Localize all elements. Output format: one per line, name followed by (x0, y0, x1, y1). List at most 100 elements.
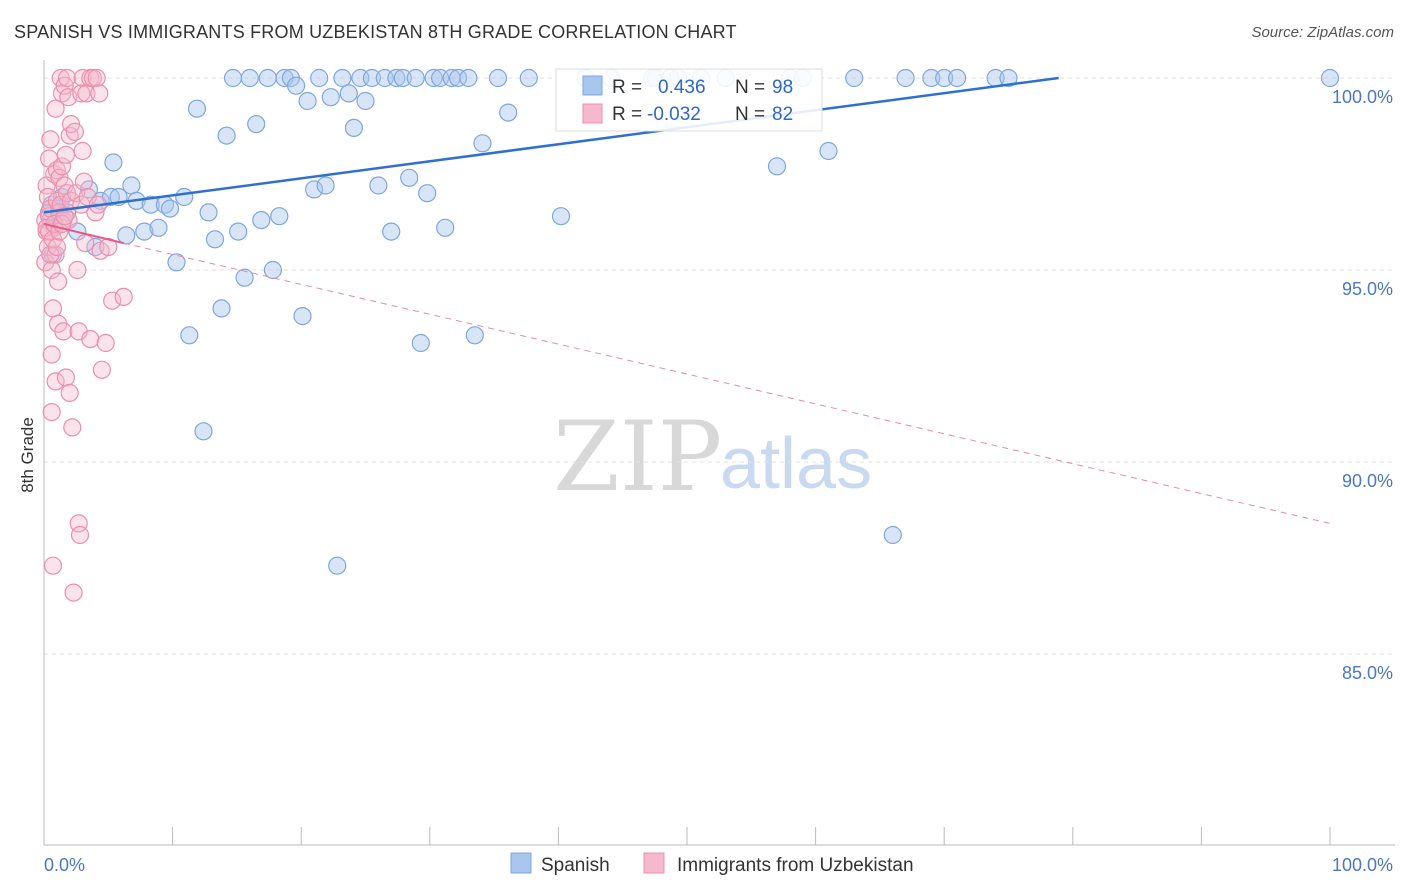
legend-swatch-spanish (510, 852, 532, 874)
spanish-point-75 (519, 68, 538, 88)
stats-legend: R = 0.436 N = 98 R = -0.032 N = 82 (555, 68, 823, 132)
spanish-point-91 (896, 68, 915, 88)
uzbekistan-point-45 (64, 583, 83, 602)
uzbekistan-point-44 (63, 418, 82, 437)
stats-r-label-spanish: R = (612, 77, 642, 98)
uzbekistan-point-52 (72, 84, 91, 103)
uzbekistan-point-81 (55, 207, 74, 226)
uzbekistan-point-78 (47, 237, 67, 257)
spanish-point-43 (293, 307, 312, 326)
stats-r-label-uzbekistan: R = (612, 104, 642, 125)
series-legend: Spanish Immigrants from Uzbekistan (510, 852, 914, 876)
uzbekistan-point-68 (92, 360, 112, 379)
spanish-point-42 (287, 76, 306, 95)
spanish-point-35 (247, 114, 266, 134)
y-tick-label-3: 85.0% (1342, 663, 1393, 683)
spanish-point-12 (104, 153, 123, 172)
spanish-point-22 (167, 253, 186, 272)
spanish-point-38 (263, 260, 282, 280)
spanish-point-26 (194, 422, 213, 441)
uzbekistan-point-46 (65, 122, 85, 141)
spanish-point-44 (298, 91, 317, 111)
spanish-point-27 (199, 203, 218, 222)
stats-n-value-uzbekistan: 82 (772, 104, 793, 125)
y-tick-label-2: 90.0% (1342, 471, 1393, 491)
watermark: ZIP atlas (553, 401, 872, 513)
spanish-point-61 (400, 168, 419, 187)
spanish-point-28 (205, 230, 225, 249)
stats-n-value-spanish: 98 (772, 77, 793, 98)
uzbekistan-point-18 (46, 372, 65, 391)
spanish-point-50 (333, 68, 352, 88)
uzbekistan-point-8 (41, 130, 60, 149)
chart-title: SPANISH VS IMMIGRANTS FROM UZBEKISTAN 8T… (14, 22, 737, 42)
y-tick-label-0: 100.0% (1332, 87, 1393, 107)
spanish-point-21 (160, 199, 180, 218)
source-label: Source: ZipAtlas.com (1251, 24, 1394, 41)
spanish-point-67 (436, 218, 455, 237)
spanish-point-49 (328, 556, 347, 575)
spanish-point-70 (459, 68, 478, 88)
spanish-point-25 (187, 99, 207, 118)
spanish-point-30 (217, 126, 236, 145)
spanish-point-65 (424, 68, 443, 88)
trend-lines (43, 76, 1331, 524)
stats-n-label-uzbekistan: N = (735, 104, 765, 125)
uzbekistan-point-19 (46, 245, 65, 264)
spanish-point-33 (235, 268, 254, 287)
series-uzbekistan-points (36, 68, 133, 602)
spanish-point-31 (223, 68, 243, 88)
gridlines (44, 77, 1395, 655)
uzbekistan-point-57 (76, 234, 95, 253)
uzbekistan-point-41 (60, 383, 79, 402)
trend-line-uzbekistan (43, 222, 124, 245)
uzbekistan-point-29 (52, 157, 72, 176)
spanish-point-34 (240, 68, 259, 88)
y-tick-label-1: 95.0% (1342, 279, 1393, 299)
spanish-point-39 (270, 207, 289, 226)
spanish-point-45 (305, 180, 324, 199)
spanish-point-58 (382, 222, 401, 241)
uzbekistan-point-64 (87, 68, 106, 88)
spanish-point-32 (229, 222, 248, 241)
spanish-point-71 (465, 326, 484, 345)
spanish-point-72 (473, 134, 492, 153)
spanish-point-18 (141, 195, 160, 214)
uzbekistan-point-61 (81, 330, 100, 349)
spanish-point-23 (175, 187, 194, 207)
uzbekistan-point-22 (48, 272, 68, 291)
stats-swatch-uzbekistan (582, 103, 603, 124)
watermark-zip: ZIP (553, 401, 722, 513)
spanish-point-36 (252, 211, 271, 230)
uzbekistan-point-34 (56, 145, 76, 164)
trend-line-uzbekistan-extended (123, 242, 1331, 524)
uzbekistan-point-62 (83, 68, 103, 88)
uzbekistan-point-36 (57, 68, 77, 88)
spanish-point-59 (387, 68, 406, 88)
axes (43, 60, 1395, 846)
spanish-point-24 (180, 326, 199, 345)
spanish-point-47 (316, 176, 335, 195)
spanish-point-29 (212, 299, 231, 318)
spanish-point-92 (922, 68, 941, 88)
y-axis-label: 8th Grade (18, 417, 37, 493)
spanish-point-73 (488, 68, 508, 88)
spanish-point-96 (999, 68, 1018, 88)
stats-n-label-spanish: N = (735, 77, 765, 98)
spanish-point-90 (883, 525, 902, 545)
spanish-point-74 (499, 103, 518, 122)
legend-label-uzbekistan: Immigrants from Uzbekistan (677, 855, 914, 876)
y-tick-labels: 100.0% 95.0% 90.0% 85.0% (1332, 87, 1393, 683)
uzbekistan-point-12 (42, 403, 61, 422)
spanish-point-15 (122, 176, 141, 195)
spanish-point-62 (406, 68, 425, 88)
uzbekistan-point-66 (90, 84, 109, 103)
uzbekistan-point-35 (56, 368, 76, 387)
spanish-point-54 (356, 91, 375, 111)
spanish-point-52 (344, 118, 363, 138)
x-tick-labels: 0.0% 100.0% (44, 855, 1393, 875)
uzbekistan-point-55 (73, 141, 92, 161)
uzbekistan-point-31 (54, 322, 73, 341)
x-tick-label-1: 100.0% (1332, 855, 1393, 875)
